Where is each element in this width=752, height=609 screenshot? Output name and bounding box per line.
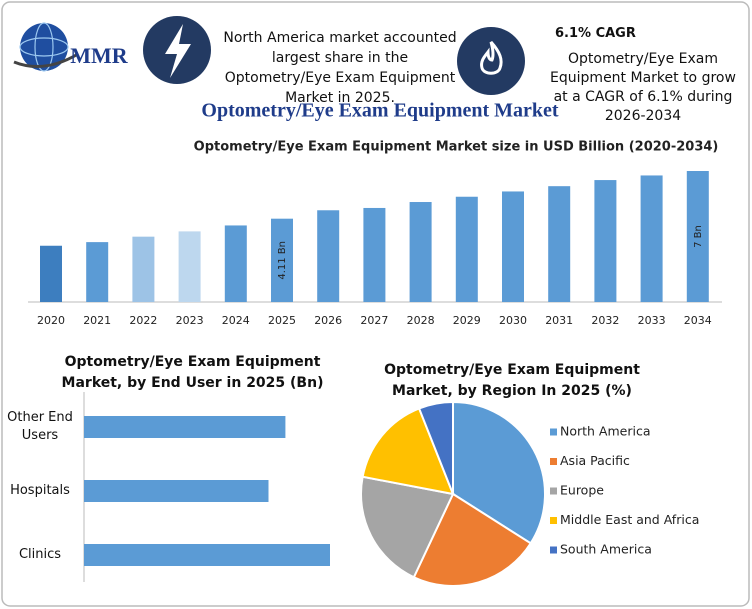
x-tick-label: 2022 — [129, 314, 157, 327]
x-tick-label: 2025 — [268, 314, 296, 327]
x-tick-label: 2030 — [499, 314, 527, 327]
legend-swatch — [550, 458, 557, 465]
bar — [178, 231, 201, 302]
legend-swatch — [550, 487, 557, 495]
pie-slice — [360, 475, 455, 579]
category-label: Hospitals — [10, 483, 70, 498]
category-label: Other End Users — [7, 410, 73, 443]
lightning-icon — [143, 16, 211, 84]
bar — [640, 175, 663, 302]
x-tick-label: 2021 — [83, 314, 111, 327]
legend-label: Asia Pacific — [560, 453, 630, 468]
category-label: Clinics — [18, 547, 62, 562]
x-tick-label: 2033 — [638, 314, 666, 327]
flame-icon — [457, 27, 525, 95]
logo-globe — [13, 22, 79, 72]
bar — [409, 202, 432, 302]
note-text: North America market accounted largest s… — [223, 30, 457, 106]
legend-swatch — [550, 546, 557, 554]
bar — [84, 544, 330, 566]
pie-slice — [361, 407, 455, 496]
bar — [594, 180, 617, 302]
bar — [686, 171, 709, 302]
x-tick-label: 2023 — [176, 314, 204, 327]
bar — [224, 225, 247, 302]
pie-slice — [417, 400, 454, 495]
bar — [317, 210, 340, 302]
legend-swatch — [550, 428, 557, 436]
bar — [548, 186, 571, 302]
x-tick-label: 2034 — [684, 314, 712, 327]
data-label: 4.11 Bn — [277, 241, 288, 280]
main-title: Optometry/Eye Exam Equipment Market — [201, 100, 559, 122]
legend-label: Middle East and Africa — [560, 512, 699, 527]
end-user-chart-title: Optometry/Eye Exam Equipment Market, by … — [61, 354, 324, 391]
legend-swatch — [550, 517, 557, 524]
bar — [271, 218, 293, 302]
legend-label: South America — [560, 542, 652, 557]
bar — [84, 480, 269, 502]
bar — [455, 196, 478, 302]
x-tick-label: 2028 — [407, 314, 435, 327]
legend-label: Europe — [560, 483, 604, 498]
x-tick-label: 2024 — [222, 314, 250, 327]
legend-label: North America — [560, 424, 651, 439]
x-tick-label: 2026 — [314, 314, 342, 327]
bar — [502, 191, 524, 302]
x-tick-label: 2031 — [545, 314, 573, 327]
bar — [363, 207, 386, 302]
cagr-title: 6.1% CAGR — [555, 26, 636, 41]
bar-chart-title: Optometry/Eye Exam Equipment Market size… — [194, 140, 719, 155]
bar — [132, 236, 155, 302]
x-tick-label: 2027 — [360, 314, 388, 327]
bar — [40, 245, 62, 302]
bar — [84, 416, 286, 438]
bar — [86, 242, 109, 302]
x-tick-label: 2032 — [591, 314, 619, 327]
x-tick-label: 2020 — [37, 314, 65, 327]
data-label: 7 Bn — [693, 225, 704, 248]
logo-text: MMR — [70, 43, 129, 68]
region-chart-title: Optometry/Eye Exam Equipment Market, by … — [384, 362, 640, 399]
x-tick-label: 2029 — [453, 314, 481, 327]
cagr-text: Optometry/Eye Exam Equipment Market to g… — [550, 51, 736, 124]
